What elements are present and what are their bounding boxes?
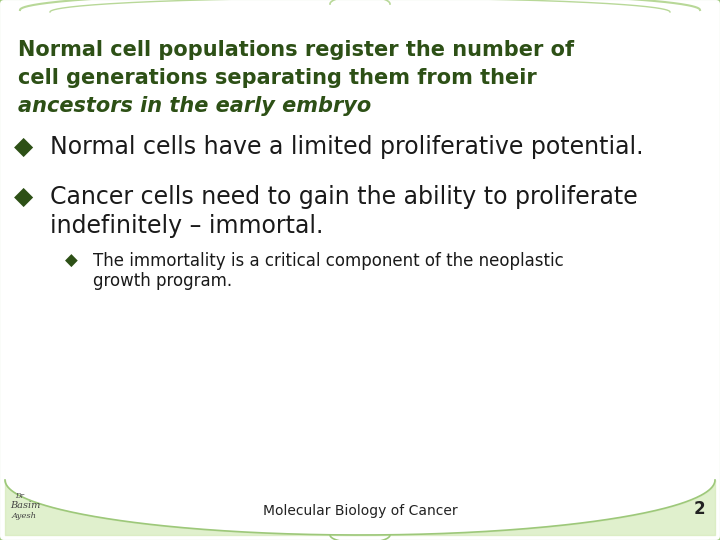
Text: Βasim: Βasim [10,501,40,510]
Text: Dr: Dr [15,492,24,500]
Text: Normal cell populations register the number of: Normal cell populations register the num… [18,40,574,60]
Text: indefinitely – immortal.: indefinitely – immortal. [50,214,323,238]
Text: growth program.: growth program. [93,272,232,290]
Text: ◆: ◆ [14,135,33,159]
Text: Molecular Biology of Cancer: Molecular Biology of Cancer [263,504,457,518]
Text: Ayesh: Ayesh [12,512,37,520]
Text: ◆: ◆ [65,252,78,270]
Text: Cancer cells need to gain the ability to proliferate: Cancer cells need to gain the ability to… [50,185,638,209]
Text: cell generations separating them from their: cell generations separating them from th… [18,68,536,88]
Text: ◆: ◆ [14,185,33,209]
Text: ancestors in the early embryo: ancestors in the early embryo [18,96,372,116]
Text: 2: 2 [693,500,705,518]
Text: Normal cells have a limited proliferative potential.: Normal cells have a limited proliferativ… [50,135,644,159]
Text: The immortality is a critical component of the neoplastic: The immortality is a critical component … [93,252,564,270]
